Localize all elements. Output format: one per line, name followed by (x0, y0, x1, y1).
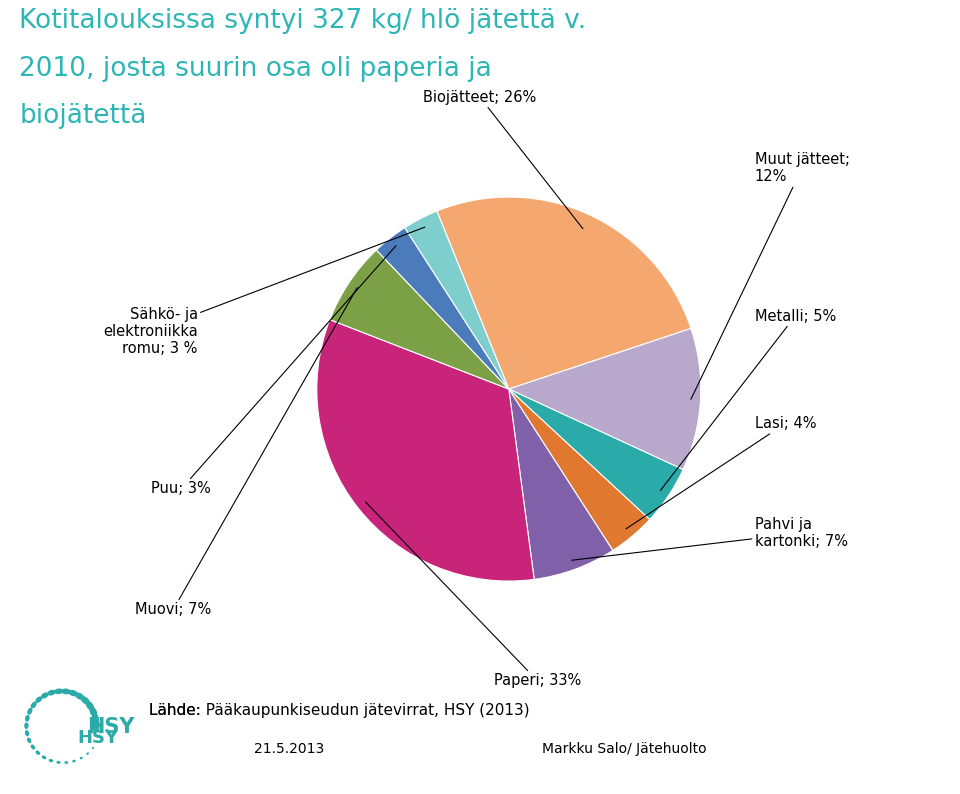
Wedge shape (317, 320, 534, 581)
Wedge shape (509, 389, 650, 550)
Text: Muut jätteet;
12%: Muut jätteet; 12% (691, 152, 850, 399)
Text: Lähde: Pääkaupunkiseudun jätevirrat, HSY (2013): Lähde: Pääkaupunkiseudun jätevirrat, HSY… (149, 703, 529, 718)
Ellipse shape (86, 702, 93, 710)
Wedge shape (509, 329, 701, 469)
Text: 21.5.2013: 21.5.2013 (254, 742, 324, 757)
Text: biojätettä: biojätettä (19, 103, 147, 129)
Text: Lasi; 4%: Lasi; 4% (626, 416, 816, 529)
Ellipse shape (26, 715, 29, 721)
Ellipse shape (92, 714, 98, 723)
Ellipse shape (41, 693, 48, 698)
Text: Paperi; 33%: Paperi; 33% (366, 502, 581, 688)
Ellipse shape (82, 697, 89, 704)
Text: Metalli; 5%: Metalli; 5% (660, 309, 836, 491)
Text: Sähkö- ja
elektroniikka
romu; 3 %: Sähkö- ja elektroniikka romu; 3 % (103, 227, 425, 357)
Text: Pahvi ja
kartonki; 7%: Pahvi ja kartonki; 7% (572, 517, 848, 561)
Ellipse shape (81, 757, 82, 758)
Ellipse shape (32, 703, 36, 707)
Ellipse shape (55, 689, 62, 693)
Ellipse shape (62, 689, 70, 694)
Ellipse shape (48, 691, 55, 695)
Ellipse shape (36, 751, 39, 754)
Ellipse shape (25, 723, 28, 728)
Wedge shape (330, 250, 509, 389)
Text: Kotitalouksissa syntyi 327 kg/ hlö jätettä v.: Kotitalouksissa syntyi 327 kg/ hlö jätet… (19, 8, 587, 34)
Wedge shape (509, 389, 684, 519)
Ellipse shape (69, 691, 77, 696)
Wedge shape (405, 211, 509, 389)
Ellipse shape (93, 721, 99, 730)
Ellipse shape (28, 708, 32, 714)
Ellipse shape (65, 761, 67, 763)
Text: Markku Salo/ Jätehuolto: Markku Salo/ Jätehuolto (542, 742, 707, 757)
Ellipse shape (26, 730, 29, 735)
Text: Lähde:: Lähde: (149, 703, 205, 718)
Text: Puu; 3%: Puu; 3% (152, 245, 396, 496)
Wedge shape (509, 389, 612, 580)
Ellipse shape (32, 746, 35, 749)
Ellipse shape (42, 756, 45, 758)
Text: HSY: HSY (78, 729, 118, 747)
Text: 2010, josta suurin osa oli paperia ja: 2010, josta suurin osa oli paperia ja (19, 56, 492, 82)
Ellipse shape (58, 761, 60, 763)
Ellipse shape (28, 738, 31, 742)
Ellipse shape (36, 697, 41, 702)
Text: Biojätteet; 26%: Biojätteet; 26% (423, 90, 583, 229)
Wedge shape (437, 197, 691, 389)
Text: Muovi; 7%: Muovi; 7% (135, 287, 357, 618)
Ellipse shape (90, 707, 97, 716)
Text: HSY: HSY (86, 716, 134, 737)
Ellipse shape (87, 753, 88, 754)
Ellipse shape (76, 693, 84, 700)
Wedge shape (376, 228, 509, 389)
Ellipse shape (50, 760, 53, 761)
